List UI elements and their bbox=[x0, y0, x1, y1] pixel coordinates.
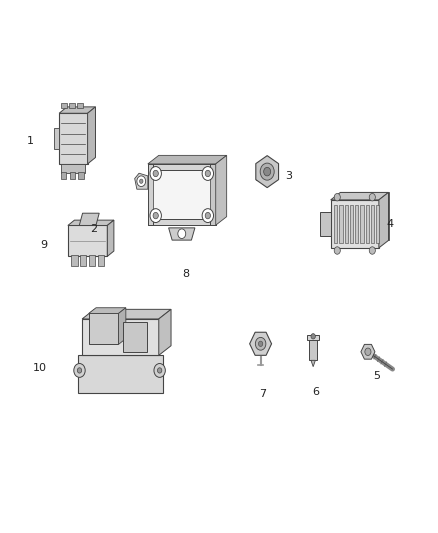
Circle shape bbox=[158, 368, 162, 373]
Polygon shape bbox=[169, 228, 195, 240]
Bar bbox=[69, 102, 75, 108]
Text: 3: 3 bbox=[286, 171, 293, 181]
Bar bbox=[307, 335, 319, 340]
Circle shape bbox=[365, 348, 371, 356]
Polygon shape bbox=[118, 308, 126, 344]
Polygon shape bbox=[320, 212, 331, 236]
Polygon shape bbox=[135, 173, 148, 189]
Polygon shape bbox=[61, 164, 85, 174]
Circle shape bbox=[154, 364, 166, 377]
Text: 5: 5 bbox=[373, 371, 380, 381]
Bar bbox=[376, 205, 379, 243]
Polygon shape bbox=[159, 309, 171, 356]
Circle shape bbox=[74, 364, 85, 377]
Polygon shape bbox=[256, 164, 272, 180]
Polygon shape bbox=[107, 220, 114, 256]
Circle shape bbox=[137, 176, 145, 187]
Polygon shape bbox=[59, 114, 88, 164]
Bar bbox=[89, 255, 95, 266]
Circle shape bbox=[202, 209, 213, 223]
Polygon shape bbox=[68, 225, 107, 256]
Bar bbox=[309, 338, 317, 360]
Text: 4: 4 bbox=[386, 219, 393, 229]
Circle shape bbox=[205, 212, 210, 219]
Circle shape bbox=[334, 247, 340, 254]
Bar bbox=[371, 205, 374, 243]
Polygon shape bbox=[54, 128, 59, 149]
Polygon shape bbox=[148, 164, 215, 171]
Circle shape bbox=[78, 368, 82, 373]
Polygon shape bbox=[215, 156, 227, 225]
Bar bbox=[360, 205, 364, 243]
Text: 1: 1 bbox=[27, 136, 34, 146]
Circle shape bbox=[255, 337, 266, 350]
Circle shape bbox=[369, 247, 375, 254]
Bar bbox=[366, 205, 369, 243]
Polygon shape bbox=[340, 192, 389, 240]
Polygon shape bbox=[88, 313, 118, 344]
Polygon shape bbox=[82, 319, 159, 356]
Polygon shape bbox=[331, 200, 379, 248]
Polygon shape bbox=[331, 192, 389, 200]
Bar bbox=[153, 171, 210, 219]
Polygon shape bbox=[68, 220, 114, 225]
Circle shape bbox=[334, 193, 340, 201]
Polygon shape bbox=[82, 309, 171, 319]
Polygon shape bbox=[379, 192, 389, 248]
Bar bbox=[61, 173, 66, 179]
Circle shape bbox=[153, 171, 158, 177]
Circle shape bbox=[202, 167, 213, 180]
Circle shape bbox=[260, 163, 274, 180]
Circle shape bbox=[150, 167, 162, 180]
Bar bbox=[334, 205, 337, 243]
Circle shape bbox=[369, 193, 375, 201]
Circle shape bbox=[205, 171, 210, 177]
Text: 8: 8 bbox=[183, 270, 190, 279]
Circle shape bbox=[139, 179, 143, 183]
Bar bbox=[345, 205, 348, 243]
Bar bbox=[80, 255, 86, 266]
Circle shape bbox=[150, 209, 162, 223]
Text: 7: 7 bbox=[259, 390, 266, 399]
Circle shape bbox=[258, 341, 263, 346]
Bar bbox=[355, 205, 358, 243]
Bar bbox=[61, 102, 67, 108]
Bar bbox=[339, 205, 343, 243]
Polygon shape bbox=[78, 356, 163, 393]
Polygon shape bbox=[148, 156, 227, 164]
Text: 10: 10 bbox=[33, 363, 47, 373]
Polygon shape bbox=[79, 213, 99, 225]
Circle shape bbox=[311, 334, 315, 339]
Polygon shape bbox=[59, 107, 95, 114]
Polygon shape bbox=[88, 308, 126, 313]
Bar bbox=[350, 205, 353, 243]
Text: 9: 9 bbox=[40, 240, 47, 250]
Circle shape bbox=[178, 229, 186, 239]
Polygon shape bbox=[148, 219, 215, 225]
Polygon shape bbox=[311, 360, 315, 367]
Polygon shape bbox=[88, 107, 95, 164]
Polygon shape bbox=[123, 322, 147, 352]
Circle shape bbox=[264, 167, 271, 176]
Circle shape bbox=[153, 212, 158, 219]
Bar bbox=[70, 173, 75, 179]
Polygon shape bbox=[210, 164, 215, 225]
Bar bbox=[78, 173, 84, 179]
Bar bbox=[71, 255, 78, 266]
Text: 2: 2 bbox=[91, 224, 98, 234]
Bar bbox=[77, 102, 83, 108]
Polygon shape bbox=[148, 164, 153, 225]
Bar bbox=[98, 255, 104, 266]
Text: 6: 6 bbox=[312, 387, 319, 397]
